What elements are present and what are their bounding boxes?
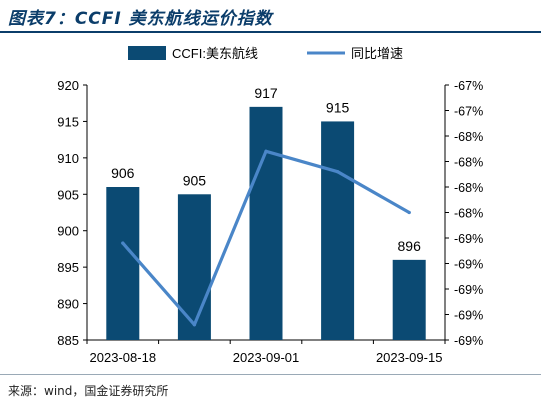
y-right-tick-label: -68% — [454, 130, 483, 144]
data-labels: 906 905 917 915 896 — [111, 85, 421, 254]
title-divider — [0, 31, 541, 33]
y-right-tick-label: -67% — [454, 79, 483, 93]
bar — [321, 121, 355, 340]
y-right-tick-label: -68% — [454, 207, 483, 221]
y-right-tick-label: -67% — [454, 105, 483, 119]
x-tick-label: 2023-09-01 — [233, 350, 300, 365]
legend-label-line: 同比增速 — [351, 46, 403, 61]
line-point — [121, 241, 125, 245]
y-right-tick-label: -68% — [454, 181, 483, 195]
y-right-tick-label: -69% — [454, 334, 483, 348]
x-tick-label: 2023-09-15 — [376, 350, 443, 365]
line-segment — [192, 149, 268, 327]
y-left-tick-label: 900 — [57, 224, 79, 239]
line-point — [192, 323, 196, 327]
legend: CCFI:美东航线 同比增速 — [128, 46, 403, 61]
bar — [249, 106, 283, 340]
bar-data-label: 917 — [254, 85, 278, 101]
bar — [392, 259, 426, 340]
y-right-tick-label: -69% — [454, 258, 483, 272]
footer-divider — [0, 374, 541, 375]
y-left-tick-label: 905 — [57, 187, 79, 202]
bar-data-label: 906 — [111, 165, 135, 181]
line-series — [121, 149, 411, 327]
bar — [177, 194, 211, 340]
y-left-tick-label: 910 — [57, 151, 79, 166]
y-left-tick-label: 885 — [57, 333, 79, 348]
y-right-tick-label: -69% — [454, 283, 483, 297]
bar-data-label: 905 — [183, 172, 207, 188]
axes: 885 890 895 900 905 910 915 920 -69% -69% -69% -69%… — [57, 78, 483, 365]
line-segment — [121, 241, 196, 327]
bar-data-label: 915 — [326, 99, 350, 115]
line-point — [407, 210, 411, 215]
y-left-tick-label: 895 — [57, 260, 79, 275]
chart-title: 图表7：CCFI 美东航线运价指数 — [8, 9, 273, 29]
source-note: 来源：wind，国金证券研究所 — [8, 384, 169, 398]
y-left-tick-label: 890 — [57, 297, 79, 312]
x-tick-label: 2023-08-18 — [90, 350, 157, 365]
y-right-tick-label: -68% — [454, 156, 483, 170]
bar — [106, 187, 140, 340]
bar-series — [106, 106, 426, 340]
y-right-tick-label: -69% — [454, 232, 483, 246]
y-left-tick-label: 920 — [57, 78, 79, 93]
chart: CCFI:美东航线 同比增速 885 890 895 900 905 910 915 920 -6… — [57, 46, 483, 365]
y-left-tick-label: 915 — [57, 114, 79, 129]
line-point — [336, 170, 340, 174]
line-segment — [336, 170, 411, 215]
legend-swatch-bar — [128, 46, 166, 60]
y-right-tick-label: -69% — [454, 309, 483, 323]
line-segment — [264, 149, 340, 174]
legend-label-bar: CCFI:美东航线 — [172, 46, 258, 61]
line-point — [264, 149, 268, 153]
bar-data-label: 896 — [398, 238, 422, 254]
